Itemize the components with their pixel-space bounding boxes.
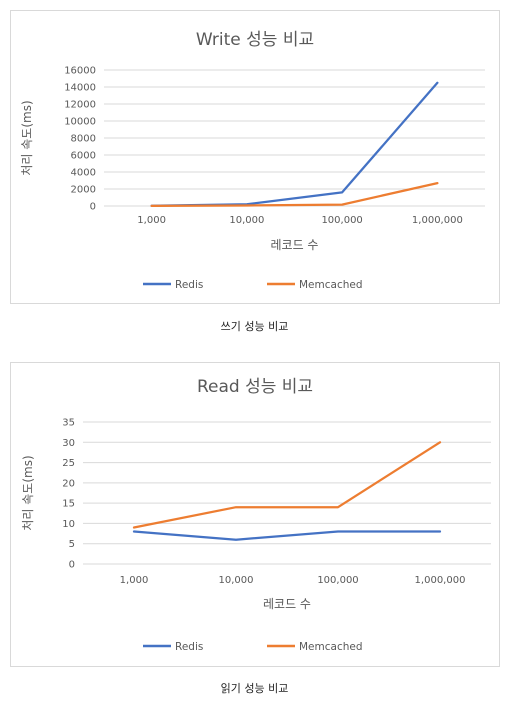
write-legend-memcached-label: Memcached — [299, 279, 363, 291]
read-y-axis-label: 처리 속도(ms) — [21, 455, 35, 530]
read-x-tick-label: 10,000 — [219, 575, 254, 586]
read-series-redis-line — [132, 530, 442, 541]
read-y-tick-label: 35 — [62, 418, 75, 429]
read-legend-redis-label: Redis — [175, 641, 203, 653]
read-y-tick-label: 30 — [62, 438, 75, 449]
write-y-tick-label: 2000 — [71, 185, 96, 196]
write-chart-svg: Write 성능 비교 0 2000 4000 6000 8000 10000 12000 14… — [20, 30, 485, 291]
read-x-tick-label: 1,000,000 — [415, 575, 466, 586]
read-y-tick-label: 10 — [62, 519, 75, 530]
write-x-tick-label: 100,000 — [321, 215, 362, 226]
write-x-tick-label: 10,000 — [229, 215, 264, 226]
read-y-tick-label: 20 — [62, 478, 75, 489]
write-y-tick-label: 12000 — [64, 100, 96, 111]
read-series-memcached-line — [132, 441, 442, 529]
write-y-tick-label: 16000 — [64, 66, 96, 77]
write-y-tick-label: 4000 — [71, 168, 96, 179]
read-chart-title: Read 성능 비교 — [197, 377, 313, 397]
read-y-tick-label: 15 — [62, 499, 75, 510]
write-series-memcached-line — [150, 181, 439, 208]
write-chart-title: Write 성능 비교 — [196, 30, 314, 50]
write-y-tick-label: 14000 — [64, 83, 96, 94]
write-legend-redis-label: Redis — [175, 279, 203, 291]
read-y-tick-label: 0 — [69, 560, 75, 571]
write-y-tick-label: 8000 — [71, 134, 96, 145]
read-chart: Read 성능 비교 0 5 10 15 20 25 30 35 1,000 10,000 100,0… — [10, 362, 500, 667]
write-y-tick-label: 10000 — [64, 117, 96, 128]
write-x-axis-label: 레코드 수 — [271, 238, 319, 252]
read-y-tick-label: 25 — [62, 458, 75, 469]
write-x-tick-label: 1,000 — [137, 215, 166, 226]
read-x-tick-label: 100,000 — [317, 575, 358, 586]
read-chart-caption: 읽기 성능 비교 — [220, 682, 289, 695]
write-x-tick-label: 1,000,000 — [412, 215, 463, 226]
read-x-axis-label: 레코드 수 — [263, 597, 311, 611]
read-legend-memcached-label: Memcached — [299, 641, 363, 653]
read-y-tick-label: 5 — [69, 539, 75, 550]
read-x-tick-label: 1,000 — [120, 575, 149, 586]
write-y-tick-label: 0 — [90, 202, 96, 213]
write-series-redis-line — [150, 81, 439, 207]
write-y-tick-label: 6000 — [71, 151, 96, 162]
write-y-axis-label: 처리 속도(ms) — [20, 100, 34, 175]
read-chart-svg: Read 성능 비교 0 5 10 15 20 25 30 35 1,000 10,000 100,0… — [21, 377, 491, 653]
write-chart: Write 성능 비교 0 2000 4000 6000 8000 10000 12000 14… — [10, 10, 500, 304]
write-chart-caption: 쓰기 성능 비교 — [220, 320, 289, 333]
